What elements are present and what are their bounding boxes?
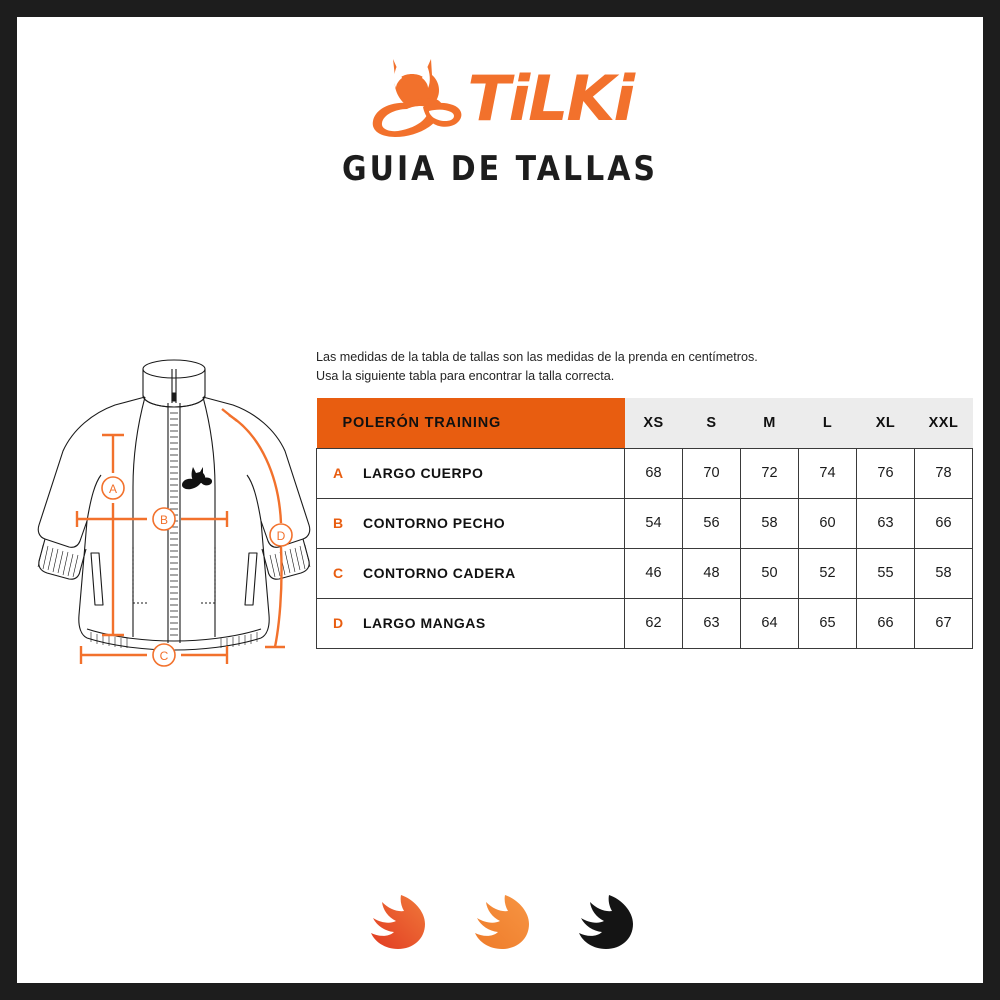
cell-d-xxl: 67: [914, 597, 973, 649]
size-table-body: A LARGO CUERPO 68 70 72 74 76 78 B CONTORN…: [316, 447, 973, 649]
fox-icon: [369, 55, 465, 144]
footer-marks: [17, 893, 983, 951]
intro-line-1: Las medidas de la tabla de tallas son la…: [316, 350, 758, 364]
size-header-m: M: [740, 398, 799, 448]
table-row: B CONTORNO PECHO 54 56 58 60 63 66: [316, 497, 973, 549]
measure-name-a: LARGO CUERPO: [363, 465, 484, 481]
size-table-head: POLERÓN TRAINING XS S M L XL XXL: [316, 398, 973, 448]
logo-row: TiLKi: [369, 55, 635, 144]
measure-label-c: C CONTORNO CADERA: [316, 547, 625, 599]
training-jacket-diagram: A B C D: [29, 347, 319, 677]
fox-tail-mark-black-icon: [571, 893, 637, 951]
size-header-l: L: [798, 398, 857, 448]
cell-c-s: 48: [682, 547, 741, 599]
measure-name-d: LARGO MANGAS: [363, 615, 486, 631]
cell-b-xs: 54: [624, 497, 683, 549]
cell-d-xs: 62: [624, 597, 683, 649]
brand-header: TiLKi GUIA DE TALLAS: [17, 55, 983, 190]
measure-key-a: A: [333, 465, 344, 481]
table-row: C CONTORNO CADERA 46 48 50 52 55 58: [316, 547, 973, 599]
measure-label-d: D LARGO MANGAS: [316, 597, 625, 649]
cell-c-xxl: 58: [914, 547, 973, 599]
size-table: POLERÓN TRAINING XS S M L XL XXL A LARGO …: [316, 398, 973, 649]
chest-logo-icon: [182, 467, 213, 490]
intro-text: Las medidas de la tabla de tallas son la…: [316, 348, 916, 386]
size-table-header-row: POLERÓN TRAINING XS S M L XL XXL: [316, 398, 973, 448]
intro-line-2: Usa la siguiente tabla para encontrar la…: [316, 368, 615, 383]
measure-key-d: D: [333, 615, 344, 631]
cell-b-xl: 63: [856, 497, 915, 549]
cell-d-s: 63: [682, 597, 741, 649]
measure-key-b: B: [333, 515, 344, 531]
svg-text:A: A: [109, 482, 117, 496]
cell-a-m: 72: [740, 447, 799, 499]
measure-label-a: A LARGO CUERPO: [316, 447, 625, 499]
size-header-xl: XL: [856, 398, 915, 448]
measurement-markers: A B C D: [101, 476, 293, 667]
cell-a-xxl: 78: [914, 447, 973, 499]
product-name-header: POLERÓN TRAINING: [316, 398, 625, 448]
cell-a-s: 70: [682, 447, 741, 499]
measure-label-b: B CONTORNO PECHO: [316, 497, 625, 549]
fox-tail-mark-orange-icon: [467, 893, 533, 951]
cell-c-xl: 55: [856, 547, 915, 599]
cell-a-xs: 68: [624, 447, 683, 499]
size-guide-canvas: TiLKi GUIA DE TALLAS: [17, 17, 983, 983]
cell-b-s: 56: [682, 497, 741, 549]
svg-text:C: C: [160, 649, 169, 663]
cell-c-m: 50: [740, 547, 799, 599]
cell-a-l: 74: [798, 447, 857, 499]
table-row: A LARGO CUERPO 68 70 72 74 76 78: [316, 447, 973, 499]
table-row: D LARGO MANGAS 62 63 64 65 66 67: [316, 597, 973, 649]
measure-name-c: CONTORNO CADERA: [363, 565, 516, 581]
cell-d-m: 64: [740, 597, 799, 649]
cell-b-xxl: 66: [914, 497, 973, 549]
cell-c-xs: 46: [624, 547, 683, 599]
size-header-xs: XS: [624, 398, 683, 448]
measure-name-b: CONTORNO PECHO: [363, 515, 506, 531]
svg-text:D: D: [277, 529, 286, 543]
measure-key-c: C: [333, 565, 344, 581]
brand-wordmark: TiLKi: [467, 62, 635, 136]
measurement-lines: [75, 408, 285, 664]
cell-d-xl: 66: [856, 597, 915, 649]
svg-text:B: B: [160, 513, 168, 527]
cell-c-l: 52: [798, 547, 857, 599]
page-title: GUIA DE TALLAS: [341, 149, 659, 190]
cell-d-l: 65: [798, 597, 857, 649]
fox-tail-mark-red-icon: [363, 893, 429, 951]
cell-b-l: 60: [798, 497, 857, 549]
size-header-s: S: [682, 398, 741, 448]
size-header-xxl: XXL: [914, 398, 973, 448]
cell-b-m: 58: [740, 497, 799, 549]
cell-a-xl: 76: [856, 447, 915, 499]
